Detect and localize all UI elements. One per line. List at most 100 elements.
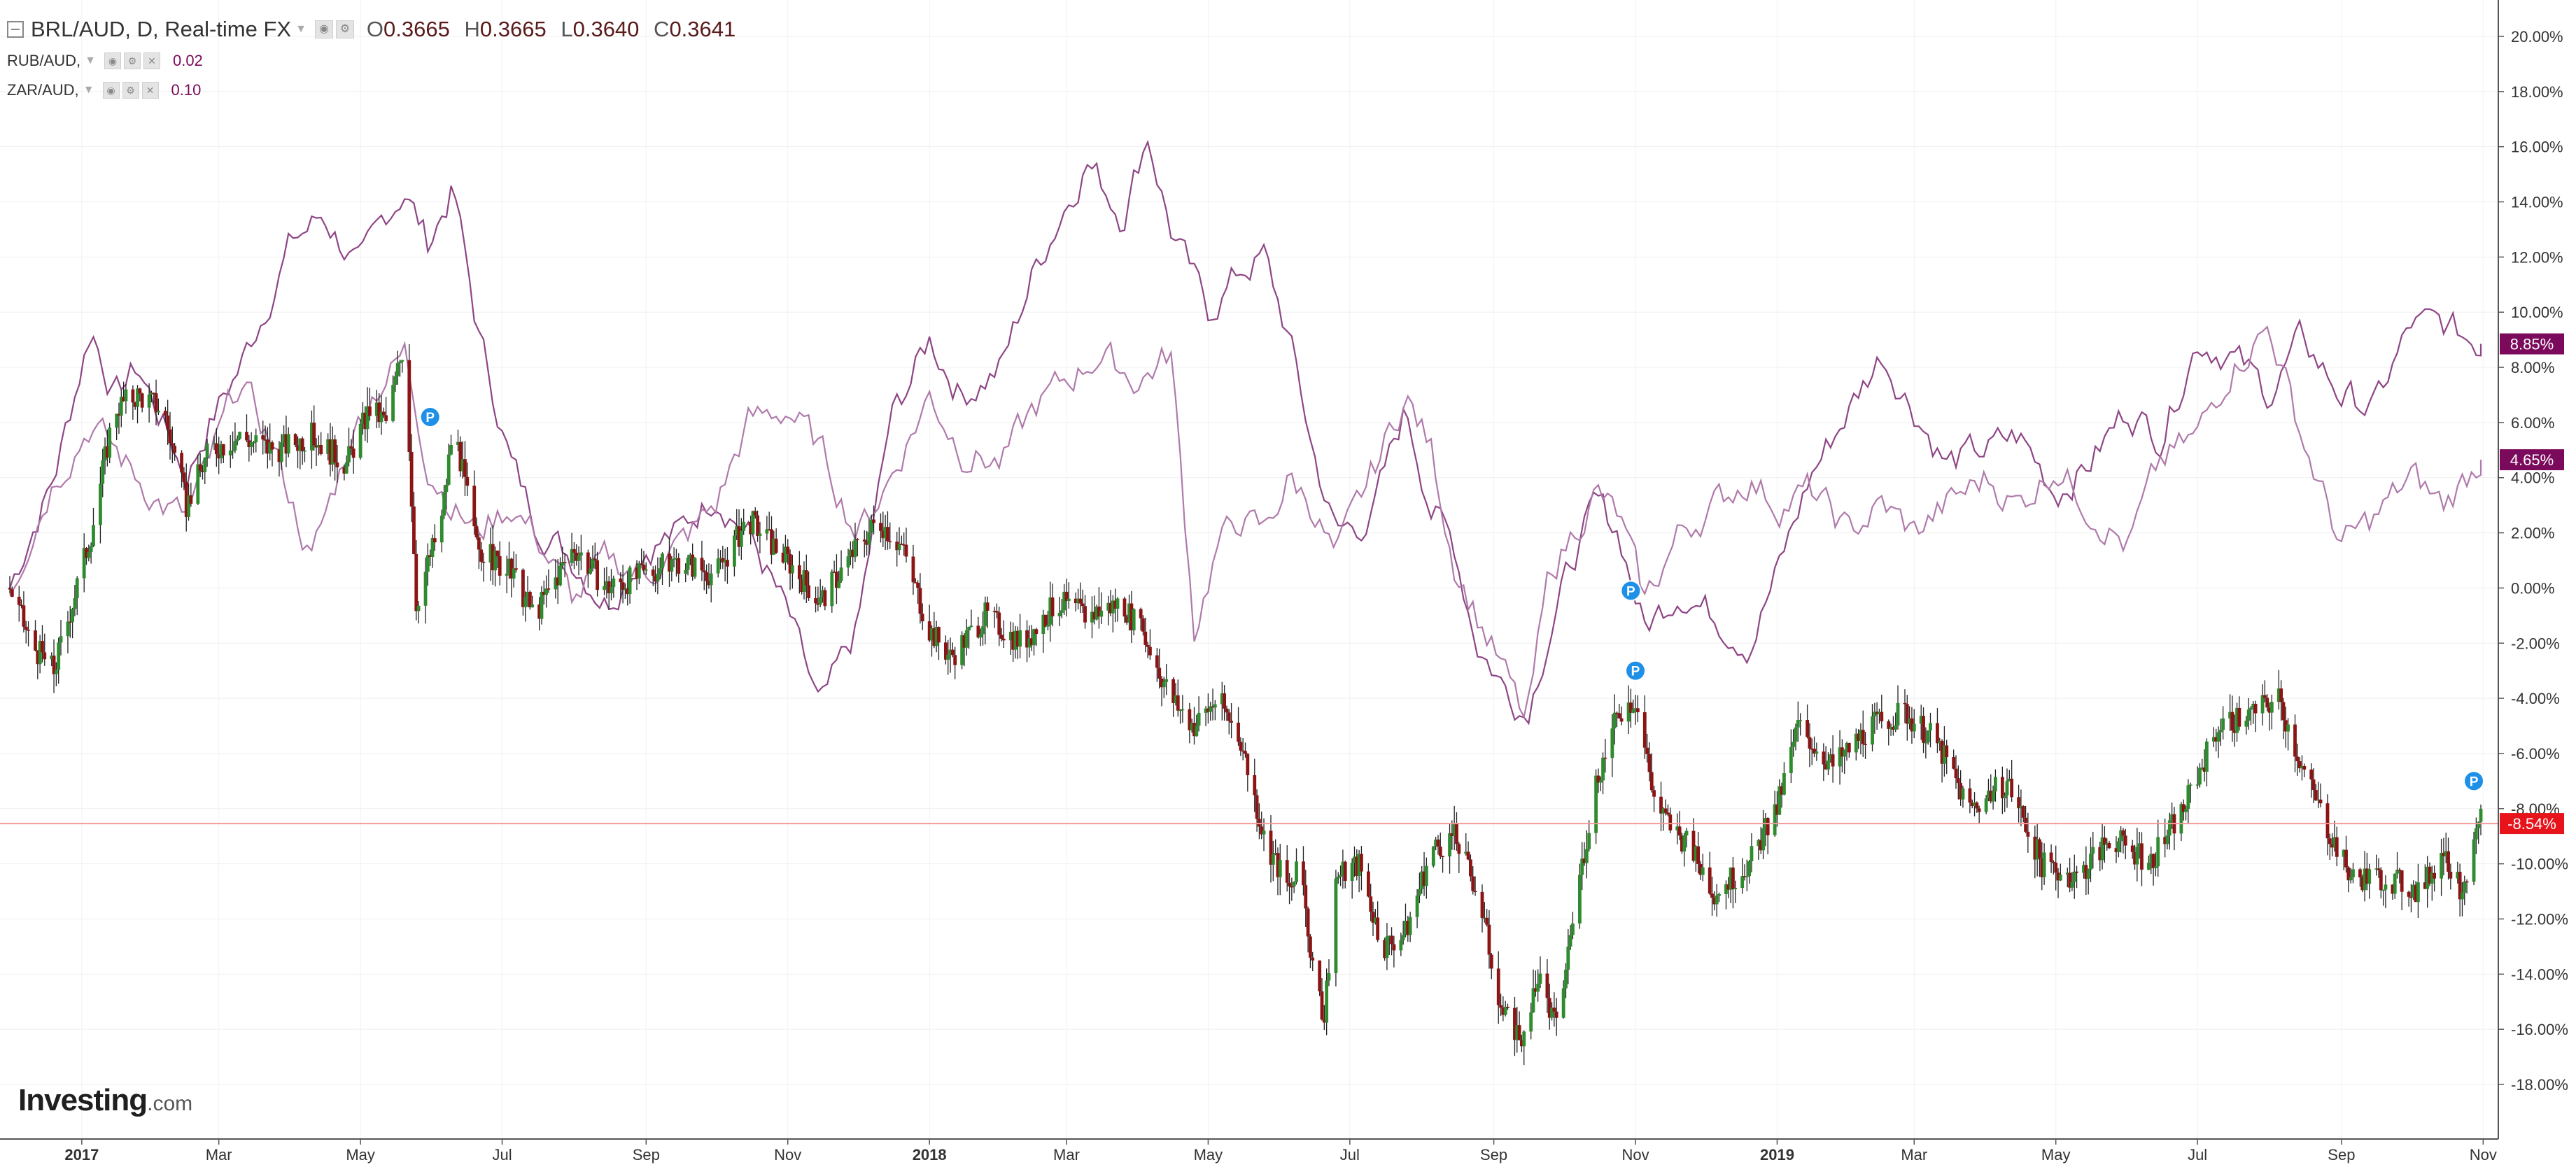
candle-up bbox=[818, 597, 822, 605]
y-tick-label: 14.00% bbox=[2511, 194, 2563, 211]
candle-up bbox=[2089, 854, 2092, 870]
candle-up bbox=[2286, 724, 2290, 732]
candle-down bbox=[407, 360, 411, 453]
candle-up bbox=[2244, 721, 2248, 727]
candle-down bbox=[1945, 745, 1949, 758]
p-marker-icon[interactable]: P bbox=[419, 406, 441, 428]
candle-down bbox=[1311, 957, 1315, 961]
candle-up bbox=[361, 412, 365, 424]
candle-down bbox=[927, 621, 931, 641]
candle-down bbox=[166, 415, 170, 430]
candle-down bbox=[189, 495, 193, 504]
candle-down bbox=[547, 588, 551, 590]
rub-aud-line bbox=[8, 139, 2482, 726]
p-marker-icon[interactable]: P bbox=[2463, 770, 2485, 792]
visibility-icon[interactable]: ◉ bbox=[102, 82, 120, 99]
candle-up bbox=[644, 570, 648, 571]
candle-up bbox=[1262, 830, 1266, 835]
candle-down bbox=[1230, 721, 1233, 723]
candle-down bbox=[1258, 819, 1261, 827]
candle-down bbox=[916, 582, 920, 588]
x-tick-label: May bbox=[2041, 1146, 2071, 1164]
candle-up bbox=[1661, 808, 1666, 814]
close-icon[interactable]: ✕ bbox=[143, 52, 160, 69]
candle-up bbox=[75, 578, 79, 598]
candle-up bbox=[1174, 695, 1178, 703]
candle-up bbox=[967, 626, 971, 630]
marker-label: P bbox=[2470, 775, 2479, 789]
candle-down bbox=[20, 604, 23, 607]
candle-down bbox=[816, 603, 820, 605]
candle-up bbox=[2444, 851, 2448, 856]
candle-down bbox=[2068, 872, 2072, 888]
candle-up bbox=[2300, 766, 2304, 769]
candle-up bbox=[2276, 688, 2281, 702]
candle-down bbox=[586, 552, 590, 574]
candle-down bbox=[472, 486, 477, 527]
candle-down bbox=[367, 406, 372, 416]
candle-up bbox=[1889, 727, 1893, 729]
last-value-badge: 4.65% bbox=[2500, 449, 2564, 471]
candle-up bbox=[460, 459, 465, 472]
main-symbol-label[interactable]: BRL/AUD, D, Real-time FX bbox=[31, 17, 292, 41]
candle-up bbox=[2474, 828, 2478, 840]
candle-up bbox=[1594, 775, 1598, 833]
candle-down bbox=[1155, 655, 1159, 668]
gear-icon[interactable]: ⚙ bbox=[122, 82, 139, 99]
visibility-icon[interactable]: ◉ bbox=[314, 20, 333, 38]
candle-down bbox=[284, 434, 288, 454]
candle-up bbox=[2426, 866, 2430, 889]
candle-up bbox=[1580, 858, 1584, 875]
caret-down-icon[interactable]: ▼ bbox=[295, 23, 307, 35]
gear-icon[interactable]: ⚙ bbox=[123, 52, 141, 69]
p-marker-icon[interactable]: P bbox=[1620, 580, 1642, 602]
rub-symbol-label[interactable]: RUB/AUD, bbox=[7, 52, 81, 69]
candle-down bbox=[705, 572, 708, 581]
visibility-icon[interactable]: ◉ bbox=[104, 52, 121, 69]
candle-down bbox=[651, 570, 655, 576]
candle-down bbox=[640, 563, 644, 565]
x-tick-label: Jul bbox=[1340, 1146, 1360, 1164]
candle-down bbox=[1122, 598, 1127, 617]
candle-up bbox=[742, 521, 746, 531]
candle-up bbox=[2351, 869, 2355, 877]
candle-up bbox=[2216, 732, 2220, 742]
candle-down bbox=[1225, 708, 1229, 713]
candle-down bbox=[767, 529, 771, 530]
candle-up bbox=[1796, 720, 1800, 728]
gear-icon[interactable]: ⚙ bbox=[335, 20, 354, 38]
candle-up bbox=[1799, 720, 1803, 721]
candle-up bbox=[1271, 854, 1275, 865]
candle-up bbox=[1067, 598, 1071, 601]
caret-down-icon[interactable]: ▼ bbox=[83, 84, 94, 96]
candle-down bbox=[2302, 766, 2307, 770]
candle-down bbox=[911, 556, 915, 583]
collapse-icon[interactable] bbox=[7, 21, 24, 38]
candle-up bbox=[87, 552, 91, 558]
candle-down bbox=[2309, 769, 2314, 780]
candle-down bbox=[1952, 757, 1956, 769]
event-markers[interactable]: P P P P bbox=[419, 406, 2485, 792]
candle-down bbox=[888, 541, 892, 543]
candle-up bbox=[1387, 935, 1391, 937]
candle-down bbox=[1302, 861, 1305, 886]
candle-up bbox=[2461, 892, 2464, 900]
candle-down bbox=[542, 591, 546, 595]
caret-down-icon[interactable]: ▼ bbox=[85, 55, 96, 66]
y-tick-label: -12.00% bbox=[2511, 910, 2568, 928]
p-marker-icon[interactable]: P bbox=[1625, 660, 1647, 681]
close-icon[interactable]: ✕ bbox=[141, 82, 159, 99]
candle-up bbox=[212, 443, 216, 445]
candle-down bbox=[277, 449, 281, 462]
candle-down bbox=[1083, 606, 1087, 623]
candle-up bbox=[1929, 723, 1932, 730]
candle-down bbox=[1343, 861, 1347, 881]
last-value-text: 4.65% bbox=[2510, 451, 2554, 469]
candle-up bbox=[1060, 610, 1064, 613]
candle-up bbox=[1550, 1007, 1554, 1018]
zar-symbol-label[interactable]: ZAR/AUD, bbox=[7, 81, 79, 99]
candle-up bbox=[846, 556, 850, 568]
high-label: H bbox=[464, 17, 480, 41]
candle-up bbox=[672, 558, 676, 560]
